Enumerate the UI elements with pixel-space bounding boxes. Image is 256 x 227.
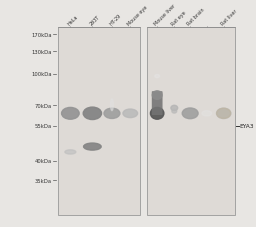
Ellipse shape xyxy=(202,111,212,116)
Ellipse shape xyxy=(65,150,76,154)
Ellipse shape xyxy=(217,109,231,119)
Ellipse shape xyxy=(152,91,162,100)
Text: Mouse liver: Mouse liver xyxy=(154,3,177,27)
Text: 40kDa: 40kDa xyxy=(35,159,52,164)
Ellipse shape xyxy=(151,108,164,120)
Ellipse shape xyxy=(217,109,231,119)
Text: HeLa: HeLa xyxy=(67,14,79,27)
Text: Rat liver: Rat liver xyxy=(220,9,238,27)
Text: HT-29: HT-29 xyxy=(108,13,122,27)
Ellipse shape xyxy=(83,108,102,120)
Ellipse shape xyxy=(62,108,79,120)
Text: 35kDa: 35kDa xyxy=(35,178,52,183)
Ellipse shape xyxy=(155,75,159,78)
Text: Rat brain: Rat brain xyxy=(187,7,206,27)
Ellipse shape xyxy=(111,99,113,111)
Text: 70kDa: 70kDa xyxy=(35,103,52,108)
Text: 100kDa: 100kDa xyxy=(31,72,52,77)
Ellipse shape xyxy=(182,109,198,119)
Ellipse shape xyxy=(104,109,120,119)
Text: 130kDa: 130kDa xyxy=(32,50,52,55)
Text: Rat eye: Rat eye xyxy=(171,10,187,27)
Text: 293T: 293T xyxy=(89,14,101,27)
Ellipse shape xyxy=(172,110,177,114)
Text: Mouse eye: Mouse eye xyxy=(127,5,149,27)
Ellipse shape xyxy=(171,106,178,111)
Text: 55kDa: 55kDa xyxy=(35,124,52,129)
Text: EYA3: EYA3 xyxy=(240,124,254,129)
Ellipse shape xyxy=(123,110,138,118)
Bar xyxy=(147,28,235,215)
Ellipse shape xyxy=(83,143,101,151)
Text: 170kDa: 170kDa xyxy=(31,33,52,38)
FancyBboxPatch shape xyxy=(152,92,163,116)
Bar xyxy=(58,28,140,215)
